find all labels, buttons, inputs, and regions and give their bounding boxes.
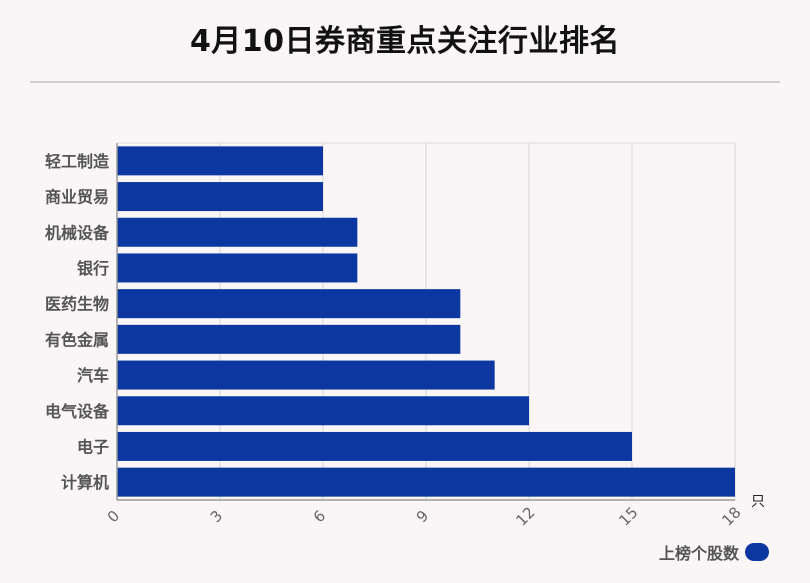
category-label-7: 电气设备 bbox=[45, 402, 110, 421]
bar-2 bbox=[117, 217, 358, 247]
category-label-6: 汽车 bbox=[77, 366, 109, 385]
bar-1 bbox=[117, 182, 323, 212]
x-tick-label-1: 3 bbox=[207, 507, 226, 526]
x-unit-label: 只 bbox=[751, 494, 765, 510]
x-tick-label-2: 6 bbox=[310, 507, 329, 526]
category-label-5: 有色金属 bbox=[45, 330, 109, 349]
category-label-9: 计算机 bbox=[61, 473, 109, 492]
bar-0 bbox=[117, 146, 323, 176]
bar-4 bbox=[117, 289, 461, 319]
x-tick-label-0: 0 bbox=[104, 507, 123, 526]
category-label-1: 商业贸易 bbox=[45, 188, 109, 207]
bar-6 bbox=[117, 360, 495, 390]
bar-8 bbox=[117, 431, 632, 461]
chart-title: 4月10日券商重点关注行业排名 bbox=[189, 24, 621, 59]
bar-9 bbox=[117, 467, 735, 497]
legend-label: 上榜个股数 bbox=[658, 544, 739, 563]
x-tick-label-4: 12 bbox=[512, 503, 538, 529]
bar-3 bbox=[117, 253, 358, 283]
category-label-4: 医药生物 bbox=[45, 295, 109, 314]
legend-swatch bbox=[745, 543, 769, 561]
x-tick-label-6: 18 bbox=[718, 503, 744, 529]
category-label-2: 机械设备 bbox=[45, 223, 110, 242]
x-tick-label-3: 9 bbox=[413, 507, 432, 526]
bar-7 bbox=[117, 396, 529, 426]
bar-5 bbox=[117, 324, 461, 354]
category-label-0: 轻工制造 bbox=[45, 152, 110, 171]
legend: 上榜个股数 bbox=[659, 540, 769, 564]
category-label-3: 银行 bbox=[77, 259, 109, 278]
category-label-8: 电子 bbox=[77, 437, 109, 456]
title-divider bbox=[30, 81, 780, 83]
x-tick-label-5: 15 bbox=[615, 503, 641, 529]
